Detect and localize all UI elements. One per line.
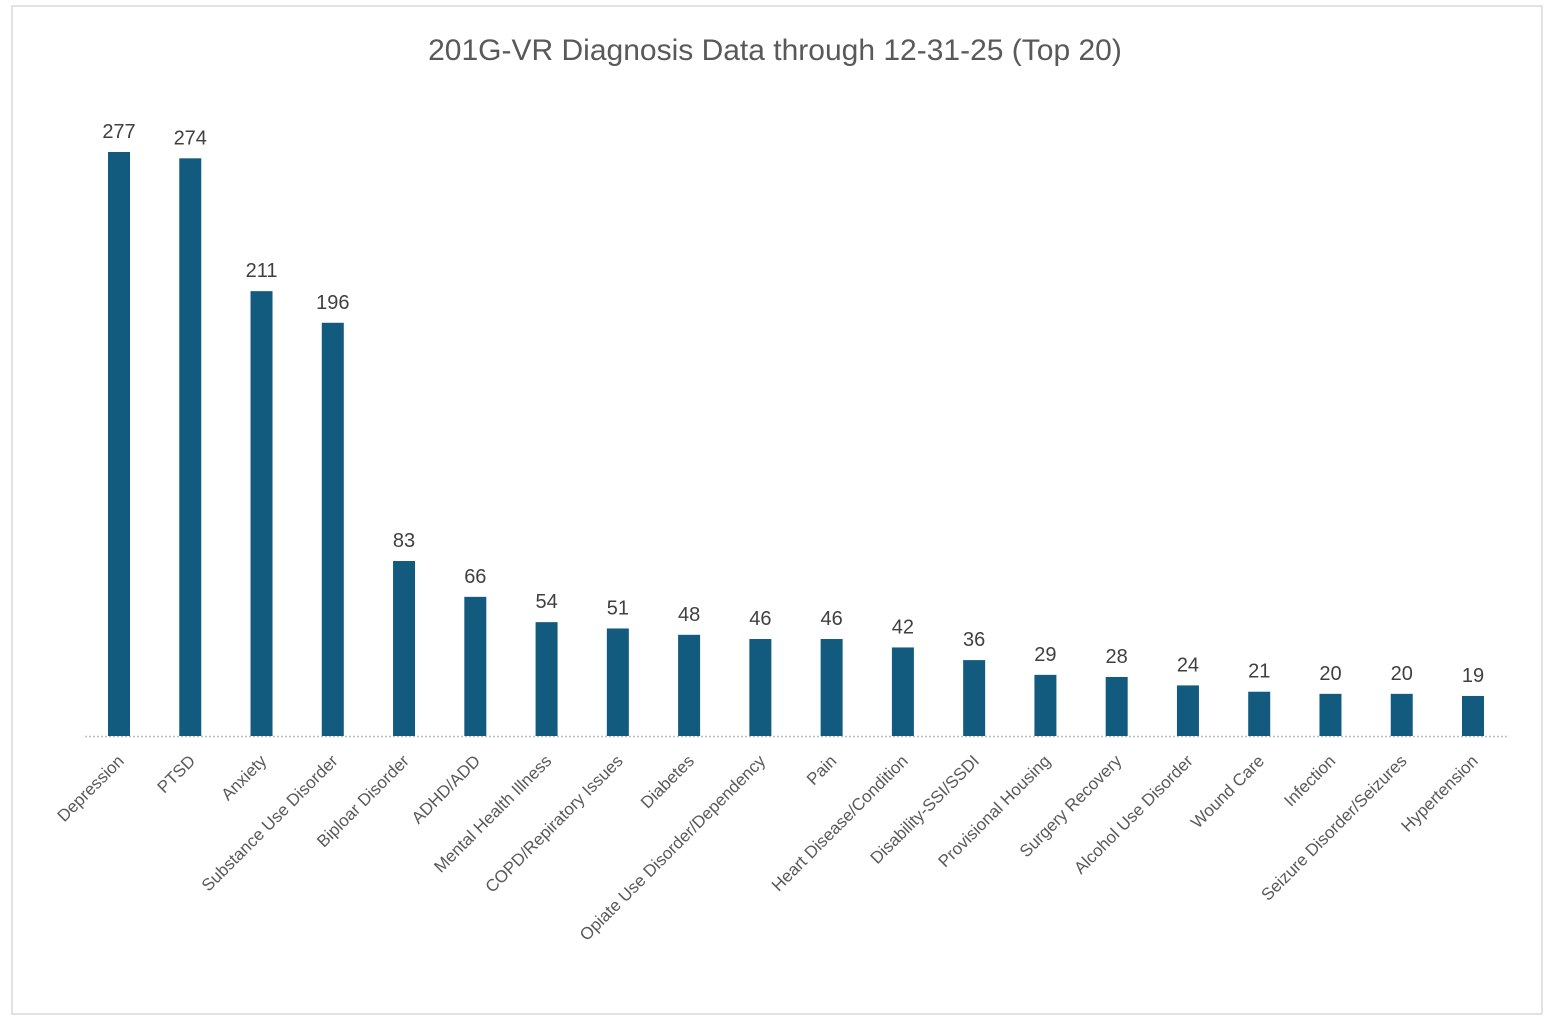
bar [1319, 693, 1342, 736]
data-label: 83 [393, 530, 415, 552]
data-label: 66 [464, 566, 486, 588]
data-label: 46 [749, 608, 771, 630]
data-label: 19 [1462, 665, 1484, 687]
x-tick-label: COPD/Repiratory Issues [482, 751, 627, 896]
data-label: 29 [1034, 644, 1056, 666]
bar [179, 158, 202, 737]
data-label: 42 [892, 616, 914, 638]
data-label: 21 [1248, 661, 1270, 683]
data-label: 20 [1319, 663, 1341, 685]
data-label: 196 [316, 292, 349, 314]
data-label: 54 [535, 591, 557, 613]
data-label: 51 [607, 597, 629, 619]
bar [891, 647, 914, 736]
x-tick-label: Infection [1280, 751, 1339, 810]
bar [1105, 676, 1128, 736]
bar [393, 561, 416, 736]
bar [1034, 674, 1057, 736]
chart-frame [11, 5, 1543, 1015]
bar [820, 639, 843, 736]
data-label: 46 [821, 608, 843, 630]
bar [535, 622, 558, 736]
data-label: 48 [678, 604, 700, 626]
bar [1248, 691, 1271, 736]
x-tick-label: Diabetes [637, 751, 698, 812]
data-label: 28 [1106, 646, 1128, 668]
x-tick-label: Depression [54, 751, 128, 825]
bar [1390, 693, 1413, 736]
x-tick-label: Seizure Disorder/Seizures [1257, 751, 1410, 904]
x-tick-label: ADHD/ADD [408, 751, 484, 827]
x-tick-label: Heart Disease/Condition [768, 751, 912, 895]
x-tick-label: Wound Care [1187, 751, 1268, 832]
x-tick-label: Anxiety [217, 751, 270, 804]
x-tick-label: Pain [803, 751, 840, 788]
bar [749, 639, 772, 736]
bar [250, 291, 273, 736]
x-tick-label: Alcohol Use Disorder [1070, 751, 1197, 878]
bar [678, 634, 701, 736]
data-label: 20 [1391, 663, 1413, 685]
data-label: 274 [174, 127, 207, 149]
data-label: 24 [1177, 654, 1199, 676]
x-tick-label: Substance Use Disorder [198, 751, 342, 895]
bar [464, 596, 487, 736]
chart-title: 201G-VR Diagnosis Data through 12-31-25 … [428, 34, 1122, 67]
bar [963, 660, 986, 736]
x-tick-label: Mental Health Illness [430, 751, 555, 876]
x-tick-label: Hypertension [1398, 751, 1482, 835]
bar [1176, 685, 1199, 736]
bar [1462, 695, 1484, 736]
data-label: 211 [246, 260, 278, 282]
data-label: 36 [963, 629, 985, 651]
bar [321, 322, 344, 736]
x-tick-label: PTSD [154, 751, 199, 796]
bar [606, 628, 629, 736]
bar [108, 152, 130, 736]
data-label: 277 [102, 121, 135, 143]
